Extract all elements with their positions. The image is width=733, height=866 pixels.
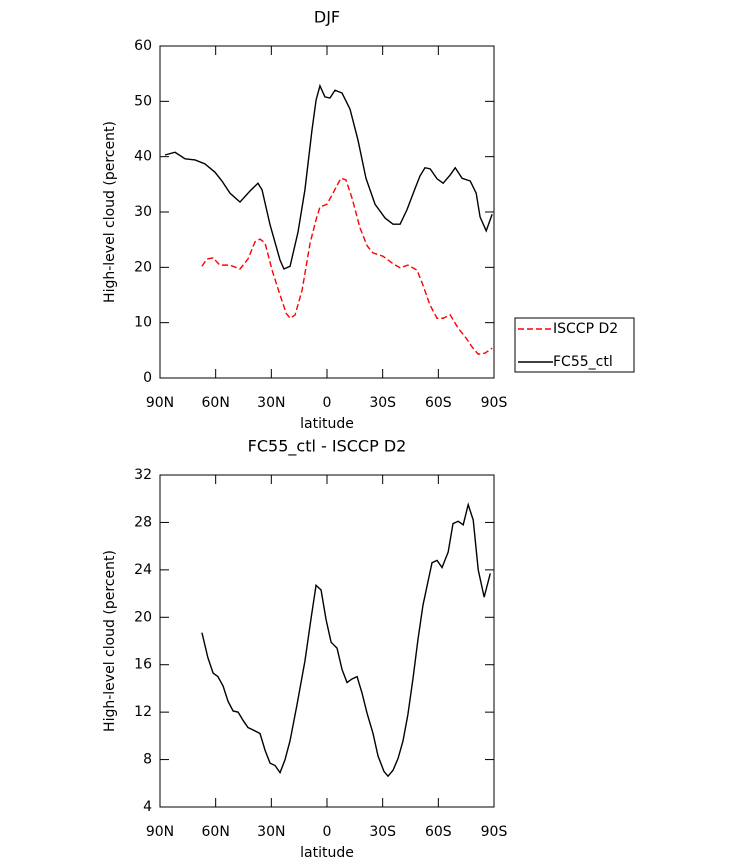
y-tick-label: 16 (134, 657, 152, 673)
x-tick-label: 30S (369, 824, 396, 840)
x-tick-label: 30N (257, 824, 285, 840)
y-axis-label: High-level cloud (percent) (102, 550, 118, 732)
plot-frame (159, 474, 495, 808)
y-tick-label: 28 (134, 514, 152, 530)
data-line (201, 177, 493, 355)
y-tick-label: 20 (134, 259, 152, 275)
y-tick-label: 12 (134, 704, 152, 720)
legend-label: ISCCP D2 (553, 321, 618, 337)
x-tick-label: 60N (202, 824, 230, 840)
x-tick-label: 30N (257, 395, 285, 411)
legend-label: FC55_ctl (553, 354, 613, 370)
chart-title: FC55_ctl - ISCCP D2 (248, 437, 407, 457)
y-tick-label: 60 (134, 38, 152, 54)
chart-title: DJF (314, 8, 340, 27)
x-tick-label: 90S (481, 824, 508, 840)
y-tick-label: 0 (143, 370, 152, 386)
x-tick-label: 90S (481, 395, 508, 411)
data-line (201, 502, 491, 778)
y-axis-label: High-level cloud (percent) (102, 121, 118, 303)
y-tick-label: 8 (143, 752, 152, 768)
y-tick-label: 20 (134, 609, 152, 625)
x-tick-label: 0 (323, 395, 332, 411)
y-tick-label: 4 (143, 799, 152, 815)
x-tick-label: 90N (146, 824, 174, 840)
x-tick-label: 60S (425, 824, 452, 840)
legend-box (514, 317, 635, 373)
x-axis-label: latitude (300, 845, 354, 861)
data-line (164, 83, 493, 270)
x-axis-label: latitude (300, 416, 354, 432)
y-tick-label: 24 (134, 562, 152, 578)
x-tick-label: 60S (425, 395, 452, 411)
y-tick-label: 32 (134, 467, 152, 483)
x-tick-label: 90N (146, 395, 174, 411)
x-tick-label: 30S (369, 395, 396, 411)
y-tick-label: 50 (134, 93, 152, 109)
y-tick-label: 30 (134, 204, 152, 220)
x-tick-label: 0 (323, 824, 332, 840)
plot-frame (159, 45, 495, 379)
y-tick-label: 10 (134, 315, 152, 331)
x-tick-label: 60N (202, 395, 230, 411)
y-tick-label: 40 (134, 149, 152, 165)
